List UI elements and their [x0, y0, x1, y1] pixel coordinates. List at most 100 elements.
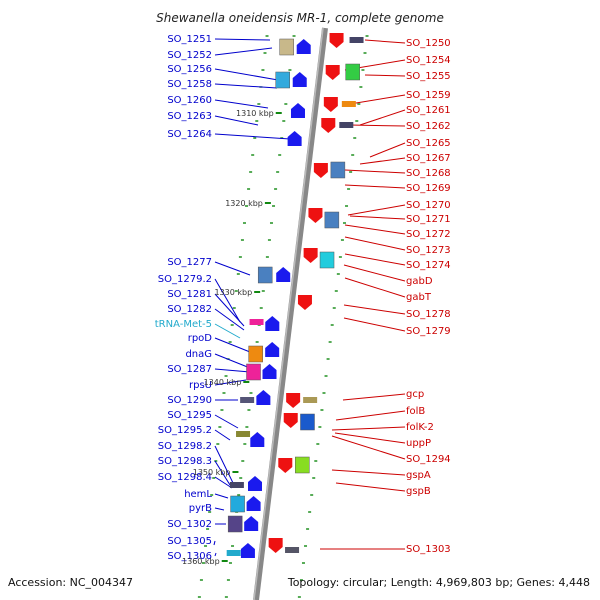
reverse-gene-arrow: [329, 33, 344, 48]
left-gene-label: SO_1281: [167, 289, 212, 300]
right-gene-label: SO_1254: [406, 55, 451, 66]
reverse-gene-arrow: [297, 295, 312, 310]
genome-axis-highlight: [253, 27, 324, 600]
left-gene-label: SO_1277: [167, 257, 212, 268]
gene-feature-bar: [341, 101, 356, 107]
reverse-gene-arrow: [286, 393, 301, 408]
right-label-leader: [334, 432, 406, 444]
left-gene-label: SO_1295.2: [158, 425, 212, 436]
right-gene-label: folK-2: [406, 422, 434, 433]
reverse-gene-arrow: [321, 118, 336, 133]
right-gene-label: SO_1250: [406, 38, 451, 49]
right-gene-label: SO_1271: [406, 214, 451, 225]
right-label-leader: [343, 264, 406, 282]
right-gene-label: SO_1272: [406, 229, 451, 240]
right-gene-label: gspB: [406, 486, 431, 497]
gene-feature-bar: [349, 37, 364, 43]
gene-feature-box: [279, 38, 294, 56]
left-label-leader: [214, 445, 235, 486]
forward-gene-arrow: [248, 476, 263, 491]
reverse-gene-arrow: [278, 458, 293, 473]
forward-gene-arrow: [250, 432, 265, 447]
left-label-leader: [214, 261, 251, 276]
right-label-leader: [344, 236, 406, 251]
left-gene-label: SO_1282: [167, 304, 212, 315]
right-gene-label: gabT: [406, 292, 432, 303]
label-layer: SO_1251 SO_1252 SO_1256 SO_1258 SO_1260 SO_12…: [155, 34, 451, 562]
right-gene-label: SO_1268: [406, 168, 451, 179]
left-gene-label: SO_1251: [167, 34, 212, 45]
right-gene-label: SO_1261: [406, 105, 451, 116]
left-label-leader: [214, 414, 239, 429]
kbp-marker-label: 1320 kbp: [225, 199, 263, 208]
right-label-leader: [344, 184, 406, 189]
left-gene-label: hemL: [184, 489, 212, 500]
right-label-leader: [335, 410, 406, 421]
right-label-leader: [349, 94, 406, 105]
left-gene-label: dnaG: [185, 349, 212, 360]
left-gene-label: SO_1264: [167, 129, 212, 140]
gene-feature-bar: [240, 397, 255, 403]
right-label-leader: [349, 124, 406, 127]
right-gene-label: gspA: [406, 470, 431, 481]
left-label-leader: [214, 353, 251, 369]
right-label-leader: [359, 157, 406, 165]
reverse-gene-arrow: [325, 65, 340, 80]
forward-gene-arrow: [296, 39, 311, 54]
left-label-leader: [214, 278, 241, 323]
right-gene-label: SO_1279: [406, 326, 451, 337]
gene-feature-bar: [339, 122, 354, 128]
right-label-leader: [342, 393, 406, 401]
reverse-gene-arrow: [283, 413, 298, 428]
left-gene-label: pyrB: [189, 503, 212, 514]
forward-gene-arrow: [265, 342, 280, 357]
right-gene-label: SO_1269: [406, 183, 451, 194]
right-gene-label: SO_1303: [406, 544, 451, 555]
left-label-leader: [214, 429, 231, 441]
gene-feature-box: [330, 161, 346, 179]
gene-feature-box: [230, 495, 245, 513]
genome-axis: [253, 27, 328, 600]
left-gene-label: SO_1263: [167, 111, 212, 122]
right-gene-label: SO_1294: [406, 454, 451, 465]
left-gene-label: SO_1298.3: [158, 456, 212, 467]
left-label-leader: [214, 68, 279, 81]
left-gene-label: SO_1306: [167, 551, 212, 562]
forward-gene-arrow: [256, 390, 271, 405]
left-gene-label: tRNA-Met-5: [155, 319, 212, 330]
gene-feature-bar: [226, 550, 241, 556]
right-gene-label: SO_1265: [406, 138, 451, 149]
right-label-leader: [343, 317, 406, 332]
gene-feature-bar: [285, 547, 300, 553]
right-gene-label: gabD: [406, 276, 433, 287]
gene-feature-box: [257, 266, 273, 284]
right-label-leader: [331, 426, 406, 431]
left-label-leader: [214, 476, 233, 489]
forward-gene-arrow: [292, 72, 307, 87]
forward-gene-arrow: [240, 543, 255, 558]
gene-feature-box: [246, 363, 261, 381]
right-label-leader: [359, 109, 406, 126]
left-label-leader: [214, 38, 271, 41]
right-gene-label: folB: [406, 406, 425, 417]
left-label-leader: [214, 368, 251, 373]
left-gene-label: rpoD: [188, 333, 213, 344]
left-label-leader: [214, 308, 245, 331]
kbp-marker-label: 1350 kbp: [193, 468, 231, 477]
topology-text: Topology: circular; Length: 4,969,803 bp…: [287, 576, 590, 589]
feature-layer: [226, 33, 364, 558]
right-label-leader: [335, 482, 406, 492]
reverse-gene-arrow: [308, 208, 323, 223]
right-label-leader: [331, 435, 406, 460]
kbp-marker-label: 1310 kbp: [236, 109, 274, 118]
left-gene-label: SO_1298.4: [158, 472, 212, 483]
forward-gene-arrow: [287, 131, 302, 146]
right-gene-label: SO_1273: [406, 245, 451, 256]
right-label-leader: [364, 39, 406, 44]
reverse-gene-arrow: [268, 538, 283, 553]
right-label-leader: [347, 204, 406, 216]
right-gene-label: SO_1262: [406, 121, 451, 132]
right-label-leader: [349, 215, 406, 220]
gene-feature-box: [248, 345, 263, 363]
